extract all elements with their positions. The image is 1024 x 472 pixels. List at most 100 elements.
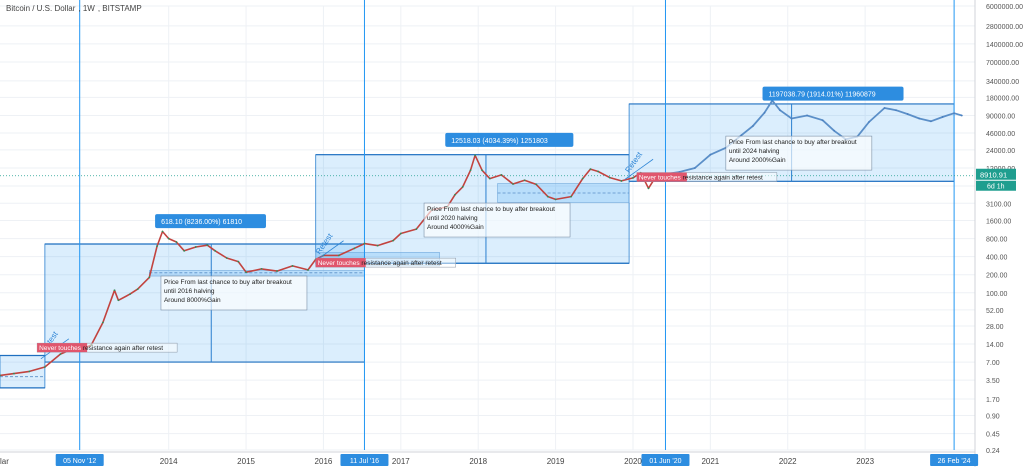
- x-tick-label: 2023: [856, 457, 874, 466]
- y-tick-label: 14.00: [986, 342, 1004, 349]
- price-point: [554, 198, 557, 201]
- x-tick-label: 2020: [624, 457, 642, 466]
- resistance-tag-rest: resistance again after retest: [83, 345, 163, 352]
- price-series: [0, 99, 963, 377]
- price-point: [740, 134, 743, 137]
- date-marker-label: 11 Jul '16: [350, 458, 379, 465]
- interval-label: 1W: [82, 4, 95, 13]
- price-point: [589, 168, 592, 170]
- price-point: [693, 167, 696, 169]
- y-tick-label: 3100.00: [986, 201, 1011, 208]
- price-axis[interactable]: 6000000.00 2800000.00 1400000.00 700000.00 3…: [974, 0, 1023, 467]
- price-point: [260, 267, 263, 270]
- gain-label-box: [762, 86, 904, 101]
- y-tick-label: 800.00: [986, 237, 1008, 244]
- resistance-tag-highlight: [636, 172, 687, 182]
- price-point: [918, 117, 921, 120]
- time-axis[interactable]: 2014 2015 2016 2017 2018 2019 2020 2021 2022 2023…: [0, 451, 979, 466]
- price-point: [415, 228, 418, 231]
- price-point: [291, 265, 294, 267]
- price-point: [535, 183, 538, 186]
- note-line: Around 4000%Gain: [427, 224, 484, 231]
- price-point: [752, 125, 754, 127]
- price-point: [960, 114, 963, 117]
- price-point: [906, 113, 909, 115]
- y-tick-label: 0.90: [986, 414, 1000, 421]
- price-point: [454, 193, 456, 196]
- price-point: [399, 232, 402, 235]
- price-point: [13, 372, 15, 375]
- price-point: [129, 293, 131, 296]
- y-tick-label: 340000.00: [986, 79, 1019, 86]
- resistance-tag-highlight: [37, 343, 88, 353]
- y-tick-label: 24000.00: [986, 148, 1015, 155]
- y-tick-label: 400.00: [986, 255, 1008, 262]
- price-point: [941, 116, 944, 118]
- y-tick-label: 0.45: [986, 432, 1000, 439]
- countdown-label: 6d 1h: [987, 184, 1005, 191]
- price-point: [929, 120, 932, 123]
- price-point: [647, 187, 650, 190]
- resistance-tag-prefix: Never touches: [318, 260, 362, 267]
- price-point: [868, 121, 870, 123]
- price-point: [156, 245, 158, 247]
- price-point: [392, 239, 394, 242]
- resistance-tag: Never touches resistance again after ret…: [318, 260, 442, 267]
- gain-label-box: [445, 132, 574, 147]
- y-tick-label: 28.00: [986, 324, 1004, 331]
- price-point: [895, 109, 897, 112]
- note-line: until 2024 halving: [729, 148, 780, 155]
- price-point: [512, 183, 514, 185]
- resistance-tag-prefix: Never touches: [39, 345, 83, 352]
- price-point: [175, 241, 178, 243]
- price-point: [276, 270, 278, 272]
- price-point: [488, 177, 491, 180]
- x-tick-label: 2018: [469, 457, 487, 466]
- x-tick-label: 2022: [779, 457, 797, 466]
- y-tick-label: 100.00: [986, 291, 1008, 298]
- price-point: [821, 119, 824, 122]
- price-point: [113, 289, 116, 292]
- date-marker-pill: [55, 454, 104, 466]
- x-tick-label: 2017: [392, 457, 410, 466]
- y-tick-label: 6000000.00: [986, 4, 1023, 11]
- price-point: [214, 249, 217, 252]
- price-point: [474, 154, 477, 157]
- note-line: Around 2000%Gain: [729, 157, 786, 164]
- price-point: [376, 244, 379, 247]
- price-point: [953, 112, 956, 115]
- x-tick-label: 2019: [547, 457, 565, 466]
- y-tick-label: 7.00: [986, 360, 1000, 367]
- x-tick-label: 2015: [237, 457, 255, 466]
- date-marker-pill: [930, 454, 979, 466]
- y-tick-label: 90000.00: [986, 113, 1015, 120]
- resistance-tag-rest: resistance again after retest: [683, 175, 763, 182]
- resistance-tag-prefix: Never touches: [639, 175, 683, 182]
- resistance-tag-highlight: [315, 258, 366, 268]
- gain-label: 12518.03 (4034.39%) 1251803: [451, 138, 548, 145]
- countdown-tag: [976, 180, 1016, 191]
- price-point: [363, 242, 366, 245]
- price-point: [338, 254, 340, 257]
- x-tick-label: 2014: [160, 457, 178, 466]
- note-line: until 2016 halving: [164, 288, 215, 295]
- note-line: Price From last chance to buy after brea…: [164, 279, 292, 286]
- retest-trendline: [315, 240, 344, 262]
- x-tick-label: 2016: [315, 457, 333, 466]
- symbol-header: Bitcoin / U.S. Dollar, 1W, BITSTAMP: [6, 4, 142, 13]
- price-point: [117, 299, 120, 302]
- note-box: [160, 275, 308, 311]
- gain-label: 618.10 (8236.00%) 61810: [161, 219, 242, 226]
- price-point: [833, 129, 836, 132]
- y-tick-label: 2800000.00: [986, 24, 1023, 31]
- price-point: [353, 247, 356, 250]
- price-point: [194, 246, 197, 248]
- price-point: [523, 179, 526, 182]
- price-point: [43, 366, 46, 368]
- resistance-tag: Never touches resistance again after ret…: [639, 175, 763, 182]
- note-box: [725, 135, 873, 171]
- price-point: [0, 374, 1, 377]
